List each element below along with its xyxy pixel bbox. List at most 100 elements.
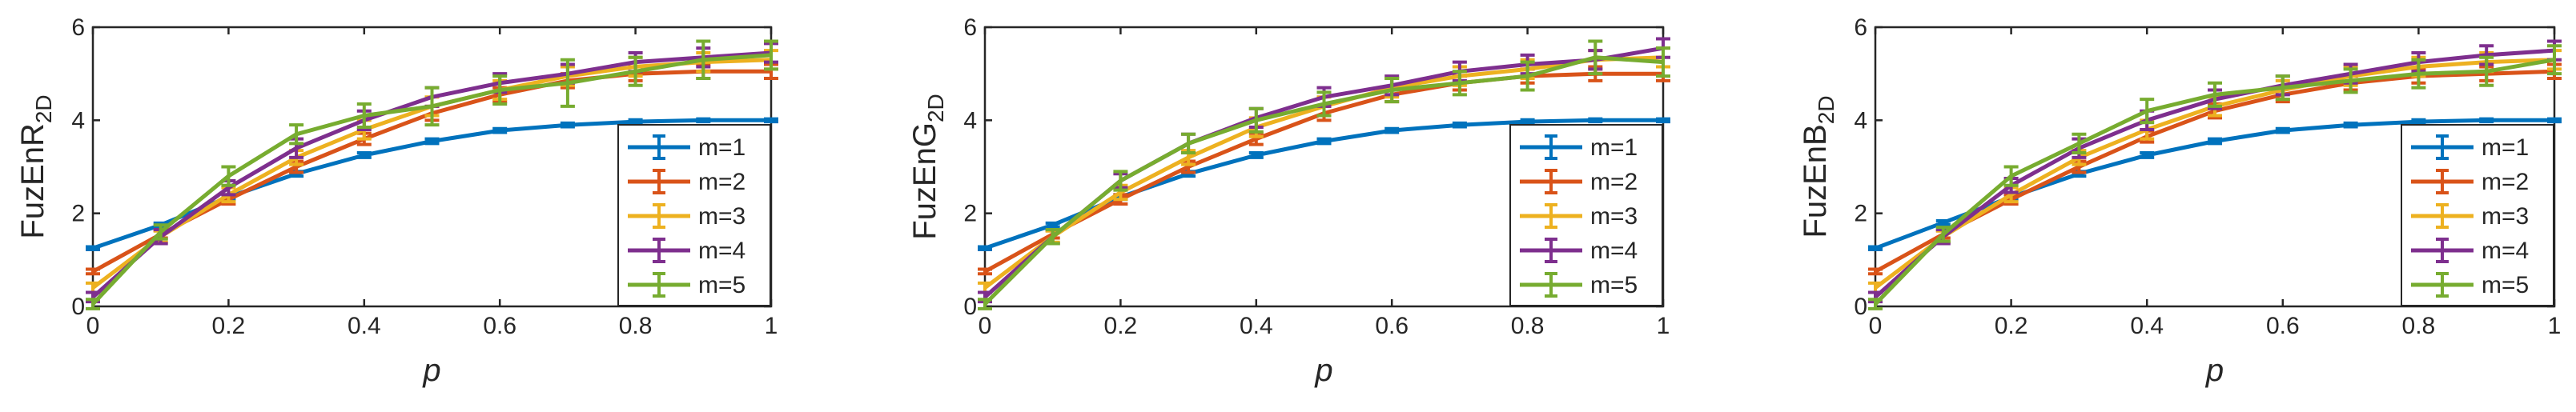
error-bar bbox=[1181, 132, 1196, 155]
error-bar bbox=[1868, 267, 1883, 276]
x-tick-label: 1 bbox=[2548, 313, 2562, 339]
error-bar bbox=[1248, 106, 1264, 134]
legend-label: m=3 bbox=[2482, 203, 2529, 230]
error-bar bbox=[2072, 132, 2087, 155]
x-tick-label: 0 bbox=[86, 313, 100, 339]
error-bar bbox=[628, 118, 643, 126]
legend-label: m=2 bbox=[698, 169, 745, 195]
x-axis-label: p bbox=[422, 353, 440, 388]
legend-label: m=2 bbox=[2482, 169, 2529, 195]
y-tick-label: 0 bbox=[963, 294, 977, 320]
x-tick-label: 0.4 bbox=[1240, 313, 1273, 339]
y-axis-label-base: FuzEnB bbox=[1798, 124, 1833, 238]
chart-panel-2: 0 0.2 0.4 0.6 0.8 10246pFuzEnG2Dm=1m=2m=3m=4m… bbox=[907, 14, 1670, 388]
legend-label: m=1 bbox=[698, 134, 745, 161]
chart-panel-1: 0 0.2 0.4 0.6 0.8 10246pFuzEnR2Dm=1m=2m=3m=4m… bbox=[15, 14, 778, 388]
error-bar bbox=[1452, 121, 1467, 129]
x-axis-label: p bbox=[2205, 353, 2224, 388]
y-axis-label: FuzEnR2D bbox=[15, 94, 56, 238]
legend-item-m=4: m=4 bbox=[1520, 238, 1638, 264]
x-tick-label: 0.8 bbox=[619, 313, 653, 339]
legend-item-m=4: m=4 bbox=[2411, 238, 2529, 264]
error-bar bbox=[2140, 151, 2155, 159]
x-tick-label: 0.6 bbox=[1375, 313, 1409, 339]
legend-item-m=5: m=5 bbox=[1520, 272, 1638, 298]
y-axis-label-subscript: 2D bbox=[923, 94, 948, 122]
error-bar bbox=[1520, 60, 1535, 92]
error-bar bbox=[1384, 126, 1400, 134]
error-bar bbox=[2547, 44, 2562, 76]
legend: m=1 m=2 m=3 m=4 m=5 bbox=[2401, 124, 2554, 306]
error-bar bbox=[978, 298, 992, 310]
error-bar bbox=[2343, 121, 2358, 129]
error-bar bbox=[1656, 117, 1670, 124]
error-bar bbox=[696, 117, 711, 124]
error-bar bbox=[2275, 74, 2290, 102]
error-bar bbox=[560, 58, 575, 108]
chart-panel-3: 0 0.2 0.4 0.6 0.8 10246pFuzEnB2Dm=1m=2m=3m=4m… bbox=[1798, 14, 2562, 388]
series-m=5 bbox=[86, 39, 778, 310]
error-bar bbox=[978, 267, 992, 276]
legend-label: m=3 bbox=[698, 203, 745, 230]
error-bar bbox=[424, 86, 440, 127]
y-axis-label: FuzEnG2D bbox=[907, 94, 948, 240]
error-bar bbox=[764, 39, 778, 71]
error-bar bbox=[2343, 67, 2358, 94]
y-axis-label-subscript: 2D bbox=[1814, 95, 1839, 124]
y-tick-label: 4 bbox=[963, 107, 977, 134]
error-bar bbox=[289, 123, 304, 146]
legend-label: m=5 bbox=[1590, 272, 1638, 298]
legend-item-m=2: m=2 bbox=[1520, 169, 1638, 195]
legend-item-m=3: m=3 bbox=[1520, 203, 1638, 230]
error-bar bbox=[1520, 118, 1535, 126]
legend-label: m=3 bbox=[1590, 203, 1638, 230]
legend-label: m=4 bbox=[2482, 238, 2529, 264]
y-axis-label-base: FuzEnG bbox=[907, 122, 942, 240]
x-axis-label: p bbox=[1314, 353, 1332, 388]
legend-label: m=1 bbox=[2482, 134, 2529, 161]
legend-item-m=2: m=2 bbox=[628, 169, 745, 195]
legend-label: m=5 bbox=[2482, 272, 2529, 298]
x-tick-label: 0.6 bbox=[2266, 313, 2300, 339]
error-bar bbox=[1656, 46, 1670, 78]
error-bar bbox=[628, 55, 643, 87]
x-tick-label: 0.2 bbox=[1995, 313, 2028, 339]
error-bar bbox=[356, 102, 372, 130]
legend-item-m=5: m=5 bbox=[628, 272, 745, 298]
y-tick-label: 2 bbox=[963, 201, 977, 227]
legend-item-m=1: m=1 bbox=[1520, 134, 1638, 161]
error-bar bbox=[1045, 221, 1060, 229]
error-bar bbox=[2275, 126, 2290, 134]
x-tick-label: 1 bbox=[765, 313, 778, 339]
error-bar bbox=[153, 223, 168, 241]
error-bar bbox=[560, 121, 575, 129]
error-bar bbox=[1452, 70, 1467, 97]
error-bar bbox=[1588, 117, 1603, 124]
error-bar bbox=[1384, 76, 1400, 104]
x-tick-label: 0 bbox=[1869, 313, 1883, 339]
legend-item-m=2: m=2 bbox=[2411, 169, 2529, 195]
error-bar bbox=[1316, 137, 1332, 146]
legend-item-m=1: m=1 bbox=[628, 134, 745, 161]
legend-item-m=5: m=5 bbox=[2411, 272, 2529, 298]
error-bar bbox=[978, 245, 992, 252]
x-tick-label: 0.2 bbox=[212, 313, 246, 339]
y-tick-label: 4 bbox=[71, 107, 85, 134]
y-axis-label-base: FuzEnR bbox=[15, 123, 50, 239]
legend: m=1 m=2 m=3 m=4 m=5 bbox=[1509, 124, 1663, 306]
legend-item-m=3: m=3 bbox=[2411, 203, 2529, 230]
error-bar bbox=[356, 151, 372, 159]
error-bar bbox=[492, 126, 508, 134]
x-tick-label: 0.8 bbox=[1511, 313, 1545, 339]
legend-label: m=2 bbox=[1590, 169, 1638, 195]
y-tick-label: 6 bbox=[963, 14, 977, 41]
error-bar bbox=[1113, 170, 1128, 192]
error-bar bbox=[424, 137, 440, 146]
y-tick-label: 6 bbox=[71, 14, 85, 41]
legend-label: m=4 bbox=[698, 238, 745, 264]
error-bar bbox=[1868, 245, 1883, 252]
x-tick-label: 0.2 bbox=[1104, 313, 1138, 339]
y-axis-label-subscript: 2D bbox=[31, 94, 56, 123]
error-bar bbox=[86, 245, 100, 252]
